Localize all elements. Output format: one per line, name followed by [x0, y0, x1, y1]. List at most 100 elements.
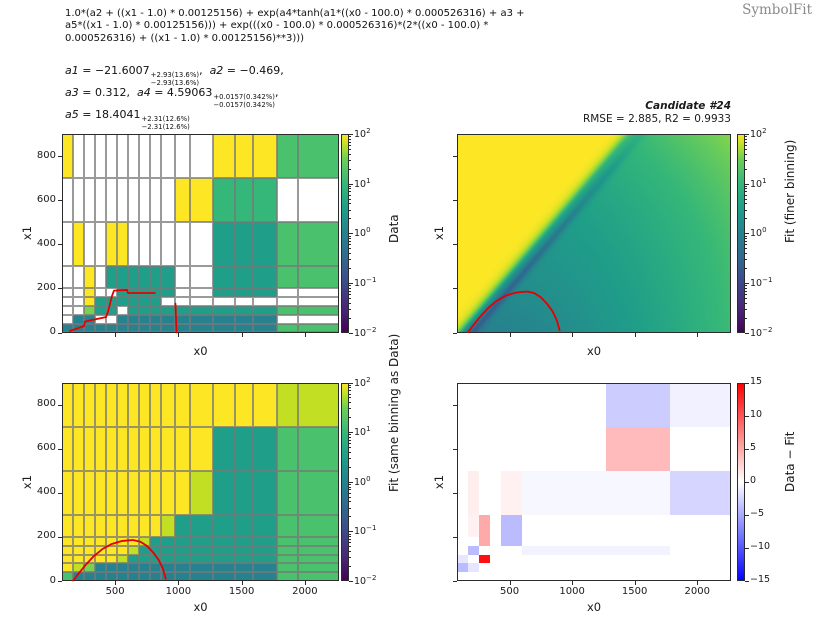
- diff-cell: [645, 426, 670, 471]
- fit_same-cell: [252, 563, 278, 573]
- fit_same-cell: [62, 514, 73, 537]
- data-cell: [84, 134, 95, 179]
- data-cell: [174, 288, 190, 298]
- fit_same-cell: [174, 545, 190, 555]
- fit_same-cell: [298, 554, 339, 564]
- data-cell: [117, 323, 129, 333]
- fit_fine-cbar-tick: [745, 134, 749, 135]
- data-cell: [73, 178, 84, 223]
- diff-cbar-tick-label: −10: [750, 540, 771, 552]
- data-cbar-tick: [349, 134, 353, 135]
- fit_same-cell: [95, 572, 106, 581]
- fit_fine-cbar-minortick: [745, 287, 747, 289]
- data-cell: [106, 222, 118, 267]
- fit_same-cell: [73, 382, 84, 427]
- fit_fine-cbar-minortick: [745, 235, 747, 237]
- data-cbar-minortick: [349, 235, 351, 237]
- fit_same-cbar-minortick: [349, 436, 351, 438]
- fit_same-cbar-minortick: [349, 516, 351, 518]
- diff-cbar-tick-label: 10: [750, 408, 763, 420]
- data-colorbar: [341, 134, 349, 333]
- diff-cell: [690, 470, 731, 515]
- data-cell: [213, 297, 236, 307]
- data-cell: [235, 178, 253, 223]
- data-cbar-minortick: [349, 153, 351, 155]
- candidate-title: Candidate #24: [645, 100, 731, 112]
- data-cell: [213, 178, 236, 223]
- data-cell: [235, 314, 253, 324]
- fit_same-x-tick: [115, 581, 117, 585]
- data-cell: [117, 314, 129, 324]
- fit_same-cell: [277, 572, 298, 581]
- data-cbar-minortick: [349, 285, 351, 286]
- fit_same-cell: [139, 470, 151, 515]
- fit_same-cell: [298, 536, 339, 546]
- data-cell: [252, 297, 278, 307]
- fit_fine-cbar-minortick: [745, 297, 747, 299]
- fit_same-cell: [235, 426, 253, 471]
- diff-cell: [467, 514, 479, 537]
- fit_same-cell: [174, 382, 190, 427]
- fit_same-cell: [235, 514, 253, 537]
- data-cell: [235, 297, 253, 307]
- data-cell: [174, 314, 190, 324]
- data-cell: [106, 288, 118, 298]
- formula-text: 1.0*(a2 + ((x1 - 1.0) * 0.00125156) + ex…: [65, 8, 525, 45]
- data-cell: [106, 323, 118, 333]
- data-cell: [84, 314, 95, 324]
- fit_fine-cbar-minortick: [745, 252, 747, 254]
- fit_same-cell: [277, 514, 298, 537]
- data-cell: [117, 178, 129, 223]
- fit_same-cell: [117, 536, 129, 546]
- fit_same-y-tick-label: 600: [36, 442, 56, 454]
- diff-x-tick: [509, 581, 511, 585]
- data-cell: [161, 222, 175, 267]
- data-cell: [252, 222, 278, 267]
- fit_fine-cbar-minortick: [745, 218, 747, 220]
- data-cell: [277, 314, 298, 324]
- diff-colorbar: [737, 382, 745, 581]
- data-cbar-minortick: [349, 148, 351, 150]
- data-cell: [139, 178, 151, 223]
- fit_same-cell: [84, 536, 95, 546]
- fit_same-cell: [139, 536, 151, 546]
- fit_same-cbar-minortick: [349, 501, 351, 503]
- fit_fine-cbar-minortick: [745, 259, 747, 260]
- fit_same-cell: [174, 554, 190, 564]
- diff-cbar-label: Data − Fit: [783, 431, 797, 492]
- data-cbar-tick-label: 10−1: [354, 275, 377, 290]
- fit_same-cell: [139, 545, 151, 555]
- fit_fine-cbar-minortick: [745, 290, 747, 292]
- data-y-tick: [58, 156, 62, 158]
- fit_same-cbar-minortick: [349, 402, 351, 404]
- data-cell: [139, 314, 151, 324]
- data-cell: [174, 266, 190, 289]
- fit_same-cell: [139, 563, 151, 573]
- data-cell: [62, 288, 73, 298]
- fit_same-cbar-minortick: [349, 536, 351, 537]
- data-cell: [62, 306, 73, 315]
- fit_same-cell: [298, 545, 339, 555]
- fit_same-cell: [84, 545, 95, 555]
- fit_fine-cbar-minortick: [745, 198, 747, 200]
- fit_same-cbar-minortick: [349, 397, 351, 399]
- fit_fine-cbar-tick: [745, 233, 749, 235]
- fit_fine-cbar-minortick: [745, 240, 747, 242]
- fit_same-cell: [277, 563, 298, 573]
- fit_same-cbar-minortick: [349, 486, 351, 488]
- data-cell: [84, 323, 95, 333]
- data-cell: [174, 323, 190, 333]
- data-cell: [73, 306, 84, 315]
- fit_same-cell: [277, 426, 298, 471]
- fit_same-cell: [106, 563, 118, 573]
- data-cell: [117, 297, 129, 307]
- data-x-tick: [304, 332, 306, 337]
- fit_fine-cbar-tick: [745, 183, 749, 185]
- fit_fine-cbar-minortick: [745, 188, 747, 190]
- fit_fine-cbar-minortick: [745, 138, 747, 140]
- fit_same-cell: [161, 382, 175, 427]
- fit_same-xlabel: x0: [193, 600, 208, 614]
- diff-cell: [669, 382, 691, 427]
